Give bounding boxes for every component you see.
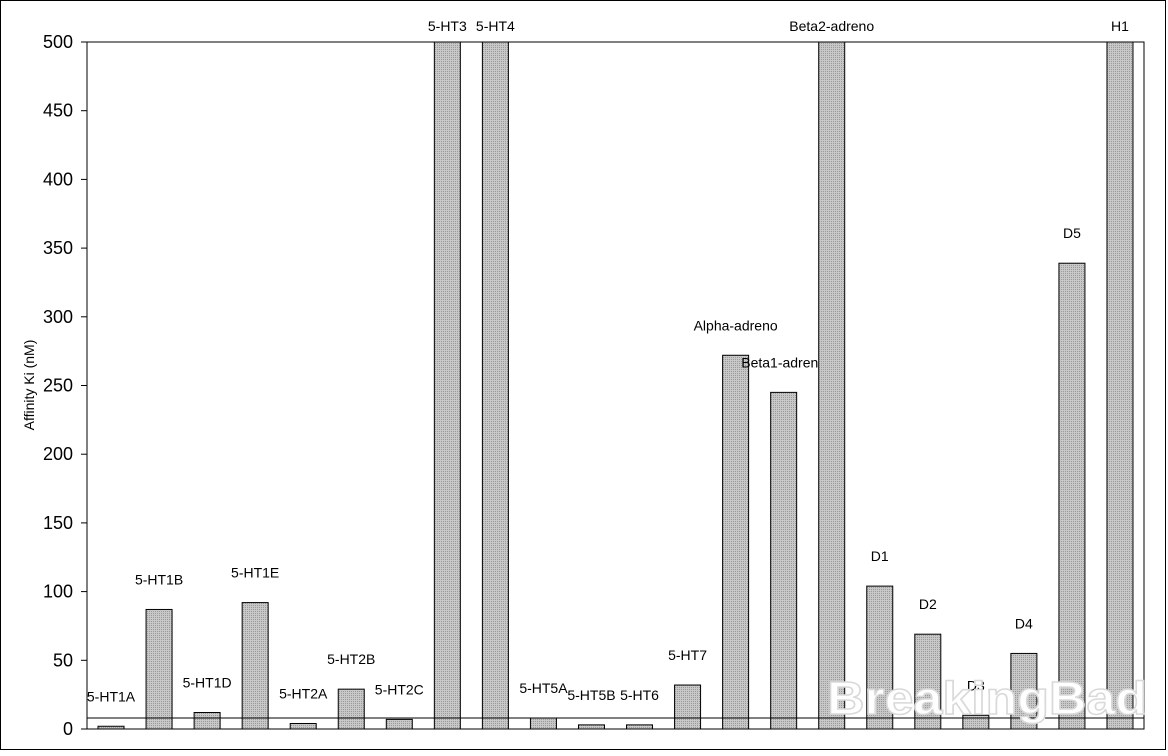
bar-5-HT5B [577, 724, 605, 730]
bar-label-D2: D2 [919, 596, 937, 612]
y-tick-label-150: 150 [43, 513, 73, 533]
bar-label-H1: H1 [1111, 18, 1129, 34]
bar-label-5-HT3: 5-HT3 [428, 18, 467, 34]
bar-label-5-HT5B: 5-HT5B [567, 687, 615, 703]
watermark: BreakingBad [827, 672, 1147, 724]
bar-D4 [1010, 652, 1038, 730]
y-tick-label-300: 300 [43, 307, 73, 327]
bar-5-HT2B [337, 688, 365, 730]
bar-label-5-HT1B: 5-HT1B [135, 571, 183, 587]
bar-label-Beta1-adreno: Beta1-adreno [741, 354, 826, 370]
y-tick-label-500: 500 [43, 32, 73, 52]
bar-label-Alpha-adreno: Alpha-adreno [694, 317, 778, 333]
y-tick-label-450: 450 [43, 101, 73, 121]
bar-label-Beta2-adreno: Beta2-adreno [789, 18, 874, 34]
bar-label-5-HT2C: 5-HT2C [375, 681, 424, 697]
bar-5-HT3 [433, 41, 461, 730]
bar-5-HT7 [674, 684, 702, 730]
bar-Beta1-adreno [770, 391, 798, 730]
bar-label-D4: D4 [1015, 615, 1033, 631]
y-tick-label-100: 100 [43, 582, 73, 602]
bar-5-HT1A [97, 725, 125, 730]
bar-label-5-HT1D: 5-HT1D [183, 675, 232, 691]
bar-label-5-HT4: 5-HT4 [476, 18, 515, 34]
bar-label-5-HT5A: 5-HT5A [519, 680, 568, 696]
bar-H1 [1106, 41, 1134, 730]
bar-5-HT1D [193, 712, 221, 730]
y-tick-label-50: 50 [53, 650, 73, 670]
bar-5-HT5A [529, 717, 557, 730]
bar-5-HT2C [385, 718, 413, 730]
y-tick-label-0: 0 [63, 719, 73, 739]
bar-label-5-HT1E: 5-HT1E [231, 565, 279, 581]
bar-label-D3: D3 [967, 677, 985, 693]
bar-5-HT4 [481, 41, 509, 730]
y-tick-label-400: 400 [43, 169, 73, 189]
bar-D2 [914, 633, 942, 730]
bar-label-D5: D5 [1063, 225, 1081, 241]
bar-label-5-HT2A: 5-HT2A [279, 686, 328, 702]
bar-label-5-HT7: 5-HT7 [668, 647, 707, 663]
bar-label-5-HT6: 5-HT6 [620, 687, 659, 703]
bar-5-HT2A [289, 723, 317, 730]
bar-5-HT6 [626, 724, 654, 730]
y-tick-label-200: 200 [43, 444, 73, 464]
bar-label-D1: D1 [871, 548, 889, 564]
y-tick-label-350: 350 [43, 238, 73, 258]
bar-5-HT1B [145, 608, 173, 730]
y-tick-label-250: 250 [43, 376, 73, 396]
bar-D1 [866, 585, 894, 730]
bar-Alpha-adreno [722, 354, 750, 730]
bar-D5 [1058, 262, 1086, 730]
bar-Beta2-adreno [818, 41, 846, 730]
bar-label-5-HT2B: 5-HT2B [327, 651, 375, 667]
bar-D3 [962, 714, 990, 730]
bar-5-HT1E [241, 602, 269, 730]
bar-label-5-HT1A: 5-HT1A [87, 688, 136, 704]
y-axis-title: Affinity Ki (nM) [21, 340, 37, 431]
